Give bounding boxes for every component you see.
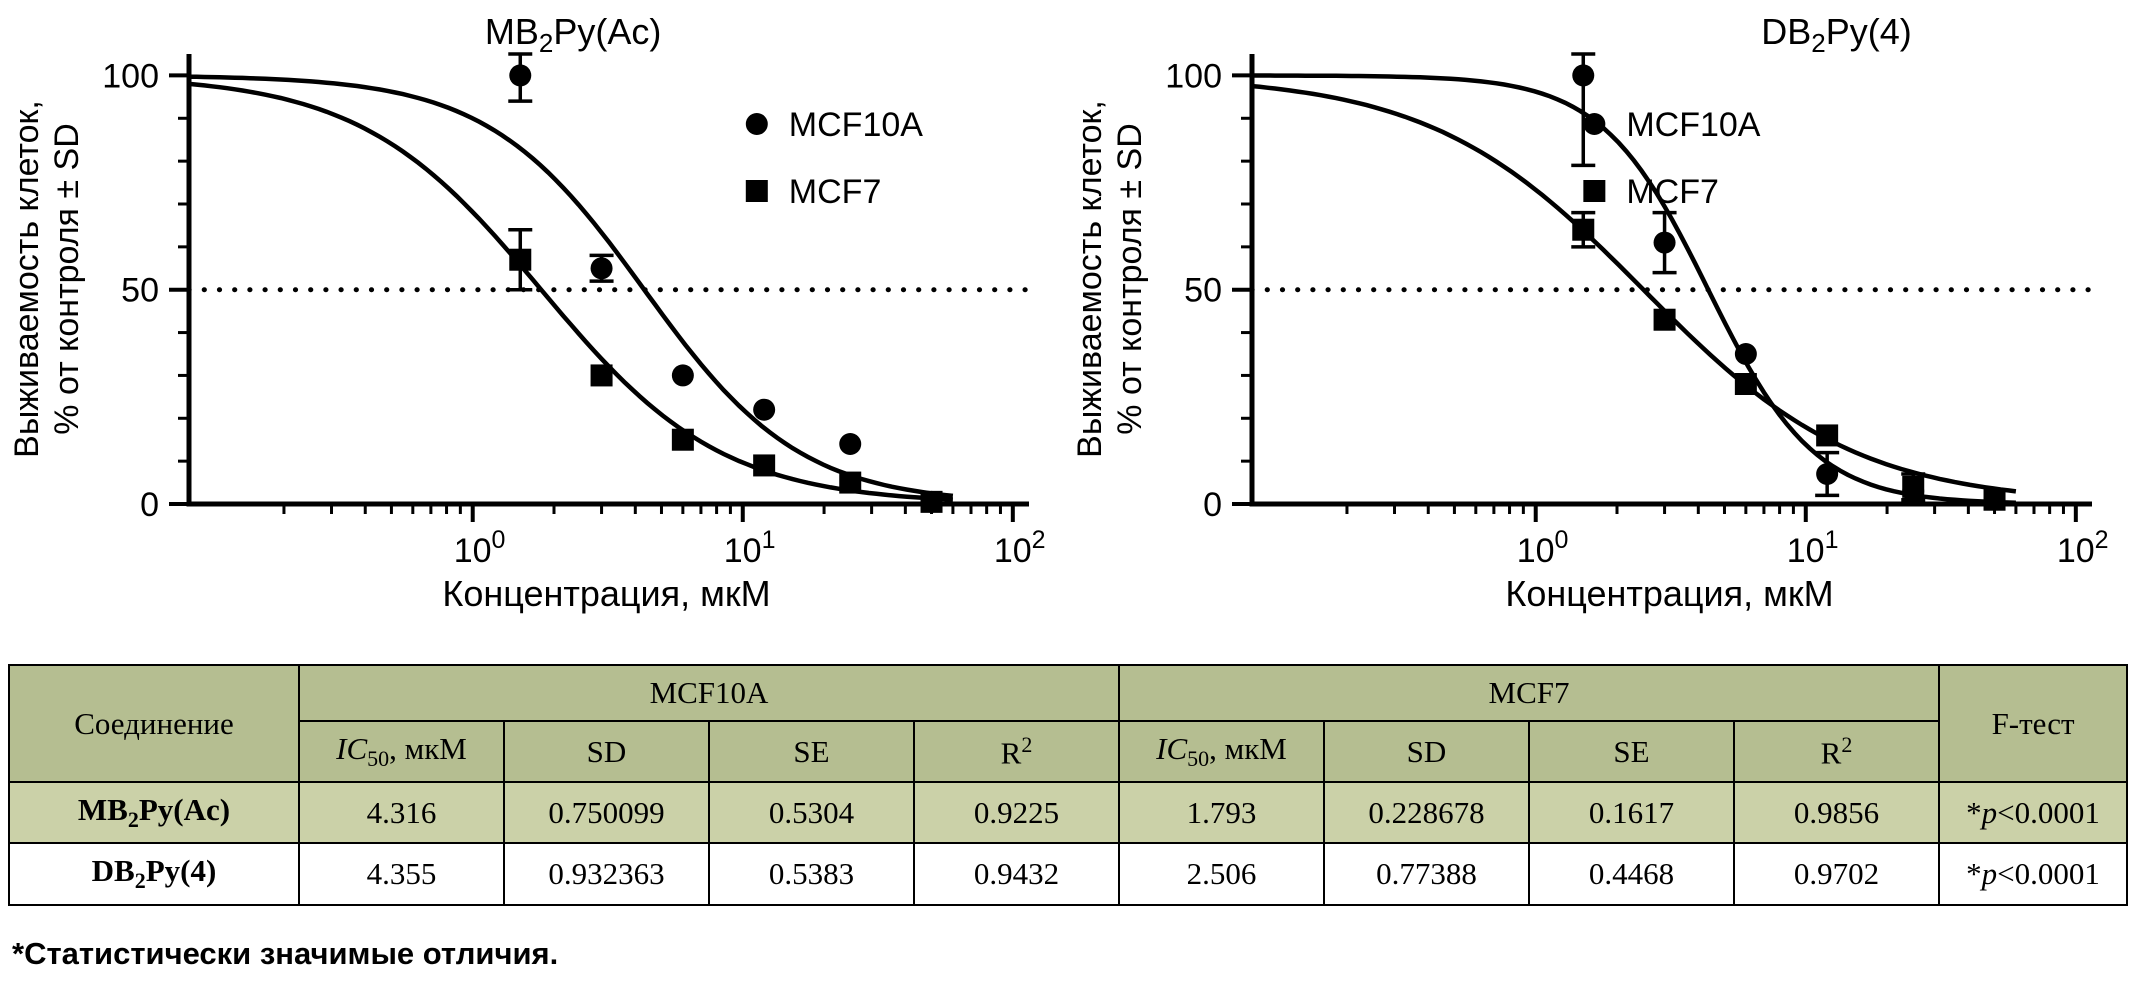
header-se-mcf7: SE (1528, 719, 1735, 784)
y-axis-ticks: 0 50 100 (1165, 57, 1252, 524)
legend: MCF10A MCF7 (745, 106, 923, 211)
svg-text:100: 100 (1165, 57, 1222, 95)
svg-text:100: 100 (1517, 526, 1569, 570)
svg-text:100: 100 (102, 57, 159, 95)
table-row-mb2py-ac: MB2Py(Ac) 4.316 0.750099 0.5304 0.9225 1… (8, 781, 2129, 845)
cell-mcf7-se: 0.4468 (1528, 842, 1735, 906)
x-axis-ticks: 100 101 102 (282, 504, 1046, 570)
cell-mcf10a-se: 0.5304 (708, 781, 915, 845)
legend-label-MCF10A: MCF10A (789, 106, 923, 144)
cell-mcf10a-sd: 0.750099 (503, 781, 710, 845)
ic50-italic: IC (1156, 731, 1188, 766)
chart-panel-mb2py-ac: 0 50 100 100 101 102 Концентрация, мкМ Выживаем… (4, 4, 1067, 654)
x-axis-label: Концентрация, мкМ (442, 573, 770, 614)
y-axis-label-line2: % от контроля ± SD (48, 123, 86, 434)
cell-mcf10a-sd: 0.932363 (503, 842, 710, 906)
header-r2-mcf10a: R2 (913, 719, 1120, 784)
legend: MCF10A MCF7 (1583, 106, 1761, 211)
legend-label-MCF7: MCF7 (1626, 173, 1719, 211)
y-axis-label-line2: % от контроля ± SD (1111, 123, 1149, 434)
cell-mcf10a-se: 0.5383 (708, 842, 915, 906)
chart-title: MB2Py(Ac) (485, 11, 661, 58)
svg-text:50: 50 (1184, 272, 1222, 310)
ic50-results-table: Соединение MCF10A MCF7 F-тест IC50, мкМ … (8, 663, 2129, 906)
header-sd-mcf7: SD (1323, 719, 1530, 784)
cell-mcf7-sd: 0.77388 (1323, 842, 1530, 906)
ic50-unit: , мкМ (1209, 731, 1287, 766)
legend-label-MCF10A: MCF10A (1626, 106, 1760, 144)
svg-text:101: 101 (1787, 526, 1839, 570)
header-ic50-mcf7: IC50, мкМ (1118, 719, 1325, 784)
ic50-subscript: 50 (1187, 746, 1210, 772)
header-r2-mcf7: R2 (1732, 719, 1941, 784)
svg-text:101: 101 (724, 526, 776, 570)
ic50-unit: , мкМ (389, 731, 467, 766)
axes (186, 54, 1029, 507)
x-axis-ticks: 100 101 102 (1345, 504, 2109, 570)
cell-mcf7-r2: 0.9856 (1732, 781, 1941, 845)
ic50-subscript: 50 (367, 746, 390, 772)
axes (1249, 54, 2092, 507)
charts-row: 0 50 100 100 101 102 Концентрация, мкМ Выживаем… (4, 4, 2130, 654)
legend-label-MCF7: MCF7 (789, 173, 882, 211)
svg-text:50: 50 (121, 272, 159, 310)
fit-curve-MCF7 (1251, 83, 2017, 494)
header-compound: Соединение (8, 663, 300, 784)
series-points-MCF7 (508, 227, 943, 513)
y-axis-ticks: 0 50 100 (102, 57, 189, 524)
table-group-header-row: Соединение MCF10A MCF7 F-тест (8, 663, 2129, 784)
cell-mcf10a-r2: 0.9225 (913, 781, 1120, 845)
header-ic50-mcf10a: IC50, мкМ (298, 719, 505, 784)
fit-curve-MCF10A (1252, 73, 2016, 505)
x-axis-label: Концентрация, мкМ (1505, 573, 1833, 614)
y-axis-label-line1: Выживаемость клеток, (1071, 100, 1109, 458)
cell-mcf7-sd: 0.228678 (1323, 781, 1530, 845)
cell-mcf7-ic50: 1.793 (1118, 781, 1325, 845)
header-sd-mcf10a: SD (503, 719, 710, 784)
svg-text:0: 0 (1203, 486, 1222, 524)
dose-response-chart-db2py-4: 0 50 100 100 101 102 Концентрация, мкМ Выживаем… (1071, 11, 2109, 614)
chart-panel-db2py-4: 0 50 100 100 101 102 Концентрация, мкМ Выживаем… (1067, 4, 2130, 654)
header-group-mcf7: MCF7 (1117, 664, 1941, 722)
cell-mcf7-r2: 0.9702 (1732, 842, 1941, 906)
svg-text:0: 0 (140, 486, 159, 524)
fit-curve-MCF7 (188, 81, 954, 502)
cell-ftest: *p<0.0001 (1938, 842, 2129, 906)
chart-title: DB2Py(4) (1761, 11, 1912, 58)
cell-compound: DB2Py(4) (8, 842, 300, 906)
cell-mcf7-se: 0.1617 (1528, 781, 1735, 845)
dose-response-chart-mb2py-ac: 0 50 100 100 101 102 Концентрация, мкМ Выживаем… (8, 11, 1046, 614)
table-subheader-row: IC50, мкМ SD SE R2 IC50, мкМ SD SE R2 (9, 719, 2127, 784)
footnote: *Статистически значимые отличия. (12, 935, 559, 971)
cell-mcf7-ic50: 2.506 (1118, 842, 1325, 906)
svg-text:102: 102 (2057, 526, 2109, 570)
fit-curve-MCF10A (188, 74, 954, 499)
table-row-db2py-4: DB2Py(4) 4.355 0.932363 0.5383 0.9432 2.… (8, 842, 2129, 906)
header-ftest: F-тест (1938, 663, 2129, 784)
series-points-MCF7 (1571, 210, 2006, 511)
cell-ftest: *p<0.0001 (1938, 781, 2129, 845)
header-group-mcf10a: MCF10A (298, 664, 1120, 722)
y-axis-label-line1: Выживаемость клеток, (8, 100, 46, 458)
svg-text:102: 102 (994, 526, 1046, 570)
header-se-mcf10a: SE (708, 719, 915, 784)
cell-mcf10a-r2: 0.9432 (913, 842, 1120, 906)
ic50-italic: IC (336, 731, 368, 766)
svg-text:100: 100 (454, 526, 506, 570)
cell-mcf10a-ic50: 4.355 (298, 842, 505, 906)
cell-mcf10a-ic50: 4.316 (298, 781, 505, 845)
cell-compound: MB2Py(Ac) (8, 781, 300, 845)
